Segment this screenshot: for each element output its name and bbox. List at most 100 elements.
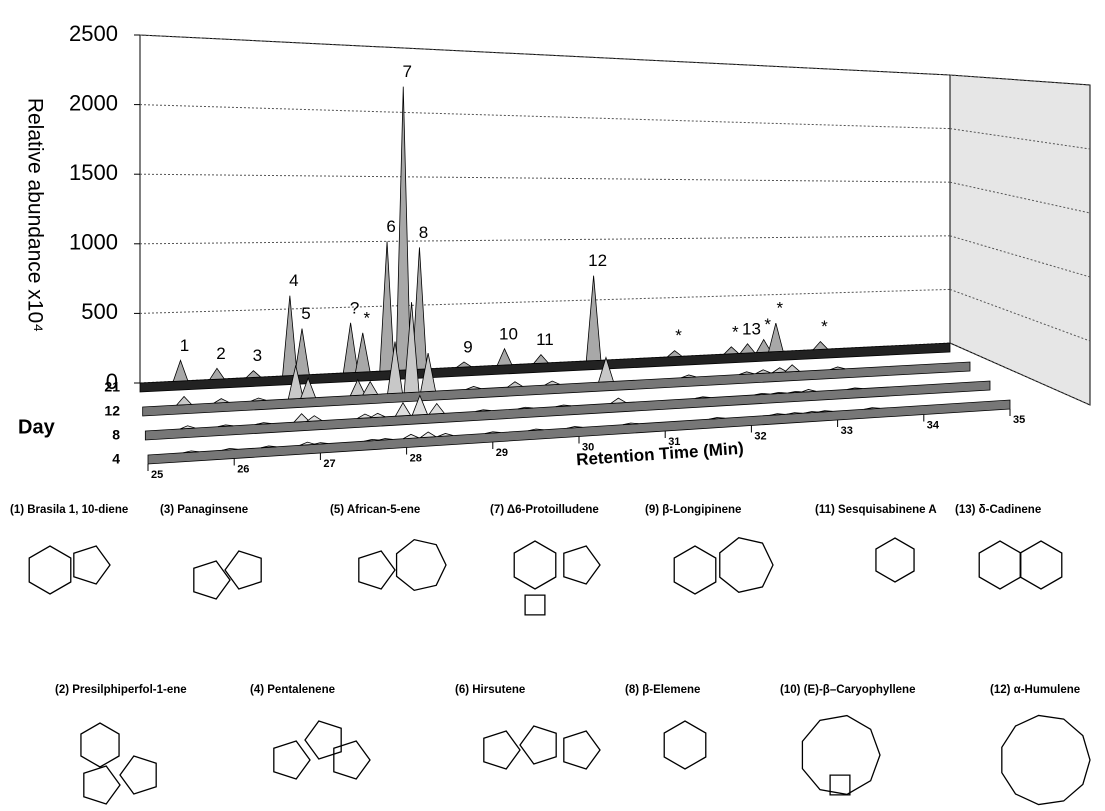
peak	[611, 398, 626, 403]
peak	[363, 382, 378, 395]
grid-line	[140, 236, 950, 244]
bond-ring	[359, 551, 395, 589]
peak	[801, 389, 816, 392]
bond-ring	[1002, 715, 1090, 804]
grid-line	[140, 105, 950, 129]
bond-ring	[84, 766, 120, 804]
peak	[534, 355, 549, 364]
peak	[396, 87, 411, 371]
peak-label: 13	[742, 319, 761, 338]
structure-name: (4) Pentalenene	[250, 684, 335, 696]
x-tick-label: 28	[410, 452, 422, 464]
peak-label: ?	[350, 298, 359, 317]
peak-label: *	[732, 322, 739, 341]
peak	[830, 367, 845, 370]
peak	[508, 382, 523, 387]
peak-label: 3	[253, 346, 262, 365]
x-tick-label: 34	[927, 419, 940, 431]
peak	[586, 276, 601, 361]
peak-label: *	[821, 317, 828, 336]
bond-ring	[74, 546, 110, 584]
peak-label: *	[764, 315, 771, 334]
side-wall	[950, 75, 1090, 405]
structure	[664, 721, 706, 769]
peak	[355, 333, 370, 372]
peak-label: 1	[180, 336, 189, 355]
day-label: 12	[104, 403, 120, 419]
peak	[438, 433, 454, 436]
peak-label: 9	[463, 337, 472, 356]
bond-ring	[525, 595, 545, 615]
bond-ring	[274, 741, 310, 779]
peak	[173, 360, 188, 381]
peak-label: 5	[301, 304, 310, 323]
peak	[813, 342, 828, 350]
bond-ring	[520, 726, 556, 764]
peak	[457, 362, 472, 367]
bond-ring	[194, 561, 230, 599]
peak-label: 2	[216, 344, 225, 363]
peak	[681, 375, 696, 378]
peak	[497, 349, 512, 366]
x-tick-label: 35	[1013, 414, 1025, 426]
peak	[251, 398, 266, 401]
peak	[739, 372, 754, 375]
structure	[979, 541, 1062, 589]
peak	[420, 432, 436, 438]
peak	[210, 368, 225, 379]
y-tick-label: 500	[81, 299, 118, 324]
day-label: 4	[112, 451, 120, 467]
peak	[283, 296, 298, 376]
bond-ring	[29, 546, 71, 594]
structure-name: (11) Sesquisabinene A	[815, 504, 937, 516]
x-tick-label: 25	[151, 469, 163, 481]
x-tick-label: 32	[754, 430, 766, 442]
peak-label: 8	[419, 223, 428, 242]
y-tick-label: 2500	[69, 21, 118, 46]
bond-ring	[802, 716, 880, 795]
structure-name: (10) (E)-β–Caryophyllene	[780, 684, 915, 696]
bond-ring	[664, 721, 706, 769]
structure	[484, 726, 600, 769]
peak	[180, 426, 195, 429]
structure	[802, 716, 880, 795]
bond-ring	[564, 731, 600, 769]
x-tick-label: 29	[496, 447, 508, 459]
peak	[246, 371, 261, 378]
structure	[194, 551, 261, 599]
bond-ring	[564, 546, 600, 584]
bond-ring	[720, 538, 773, 593]
structure	[29, 546, 110, 594]
structure-name: (8) β-Elemene	[625, 684, 700, 696]
bond-ring	[1020, 541, 1062, 589]
peak	[724, 347, 739, 354]
peak-label: 7	[403, 62, 412, 81]
structure	[274, 721, 370, 779]
structure-name: (13) δ-Cadinene	[955, 504, 1041, 516]
structure	[1002, 715, 1090, 804]
x-axis-label: Retention Time (Min)	[576, 439, 745, 470]
peak	[466, 386, 481, 389]
y-tick-label: 2000	[69, 90, 118, 115]
structure-name: (9) β-Longipinene	[645, 504, 741, 516]
day-label: 21	[104, 379, 120, 395]
peak-label: 12	[588, 251, 607, 270]
peak	[350, 380, 365, 396]
structure-name: (2) Presilphiperfol-1-ene	[55, 684, 187, 696]
bond-ring	[225, 551, 261, 589]
structure-name: (6) Hirsutene	[455, 684, 525, 696]
day-label: 8	[112, 427, 120, 443]
bond-ring	[120, 756, 156, 794]
bond-ring	[484, 731, 520, 769]
peak	[667, 351, 682, 357]
peak	[214, 399, 229, 403]
peak	[343, 323, 358, 373]
peak-label: *	[363, 308, 370, 327]
peak-label: 11	[536, 330, 554, 349]
z-axis-label: Day	[18, 416, 56, 438]
bond-ring	[81, 723, 119, 767]
bond-ring	[305, 721, 341, 759]
structure-name: (12) α-Humulene	[990, 684, 1080, 696]
bond-ring	[334, 741, 370, 779]
grid-line	[140, 35, 950, 75]
